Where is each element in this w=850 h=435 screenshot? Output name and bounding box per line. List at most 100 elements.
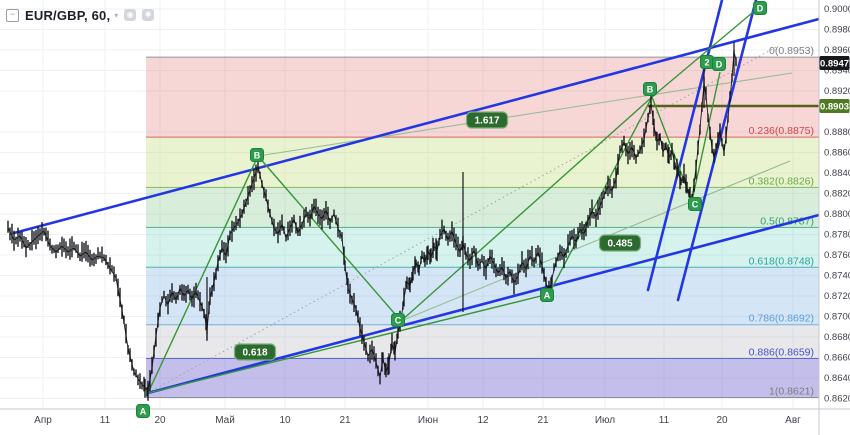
trend-line-blue[interactable] (676, 0, 758, 302)
current-price-label-text: 0.8947 (820, 59, 849, 70)
guide-line[interactable] (257, 72, 793, 157)
ratio-tag-text: 0.618 (242, 348, 267, 359)
marker-box (753, 1, 767, 15)
time-tick-label: 21 (339, 415, 351, 426)
marker-letter: C (395, 316, 402, 326)
time-tick-label: 20 (716, 415, 728, 426)
marker-box (136, 404, 150, 418)
price-axis-area[interactable] (819, 0, 850, 435)
pattern-line-green[interactable] (147, 293, 550, 394)
price-tick-label: 0.8620 (824, 394, 850, 405)
ratio-tag-1.617[interactable]: 1.617 (465, 111, 509, 129)
fib-level-label: 0(0.8953) (769, 45, 814, 57)
marker-letter: B (254, 151, 261, 161)
time-tick-label: 11 (100, 415, 111, 426)
alert-price-label[interactable]: 0.8903 (819, 99, 850, 113)
pattern-marker-A[interactable]: A (540, 288, 554, 302)
alert-price-label-box (819, 99, 850, 113)
time-tick-label: Июн (418, 415, 438, 426)
marker-box (643, 82, 657, 96)
time-tick-label: Апр (34, 415, 52, 426)
pattern-line-green[interactable] (400, 96, 653, 322)
chevron-down-icon[interactable]: ▾ (114, 10, 119, 20)
pattern-marker-2[interactable]: 2 (700, 55, 714, 69)
fib-level-label: 0.886(0.8659) (749, 347, 814, 359)
symbol-legend: − EUR/GBP, 60, ▾ ◉ ✱ (6, 6, 155, 24)
pattern-line-green[interactable] (257, 155, 402, 322)
marker-letter: B (647, 85, 654, 95)
ratio-tag-box (233, 343, 277, 361)
marker-letter: D (757, 4, 764, 14)
fib-band (146, 358, 819, 398)
marker-box (391, 313, 405, 327)
pattern-marker-C[interactable]: C (688, 197, 702, 211)
marker-letter: 2 (704, 58, 709, 68)
pattern-marker-A[interactable]: A (136, 404, 150, 418)
pattern-marker-D[interactable]: D (753, 1, 767, 15)
pattern-line-green[interactable] (651, 7, 759, 98)
pattern-line-green[interactable] (147, 155, 259, 394)
fib-level-label: 0.382(0.8826) (749, 175, 814, 187)
guide-line[interactable] (400, 160, 791, 322)
ratio-tag-box (598, 234, 642, 252)
time-tick-label: 12 (477, 415, 489, 426)
current-price-label[interactable]: 0.8947 (819, 56, 850, 70)
trend-line-blue[interactable] (12, 17, 821, 235)
marker-letter: D (716, 60, 723, 70)
marker-box (688, 197, 702, 211)
pattern-marker-B[interactable]: B (250, 148, 264, 162)
fib-retracement-tool[interactable]: 0(0.8953) 0.236(0.8875) 0.382(0.8826) 0.5(0… (146, 45, 819, 398)
ratio-tag-0.618[interactable]: 0.618 (233, 343, 277, 361)
time-tick-label: Июл (595, 415, 615, 426)
pattern-marker-D[interactable]: D (712, 57, 726, 71)
time-tick-label: Май (215, 415, 235, 426)
ratio-tag-text: 1.617 (474, 116, 499, 127)
time-tick-label: 10 (279, 415, 291, 426)
alert-price-label-text: 0.8903 (820, 102, 849, 113)
fib-level-label: 0.5(0.8787) (760, 215, 814, 227)
fib-level-label: 1(0.8621) (769, 385, 814, 397)
symbol-title[interactable]: EUR/GBP, 60, (25, 7, 111, 23)
marker-box (712, 57, 726, 71)
fib-level-label: 0.618(0.8748) (749, 255, 814, 267)
time-tick-label: 21 (537, 415, 549, 426)
gear-icon[interactable]: ✱ (142, 9, 155, 21)
ratio-tag-text: 0.485 (607, 239, 632, 250)
trend-line-blue[interactable] (146, 213, 821, 395)
time-tick-label: Авг (785, 415, 801, 426)
circle-icon[interactable]: ◉ (124, 9, 137, 21)
pattern-marker-C[interactable]: C (391, 313, 405, 327)
fib-band (146, 267, 819, 325)
marker-box (540, 288, 554, 302)
fib-level-label: 0.236(0.8875) (749, 125, 814, 137)
pattern-line-green[interactable] (548, 96, 653, 295)
fib-band (146, 187, 819, 228)
marker-box (250, 148, 264, 162)
time-tick-label: 11 (659, 415, 670, 426)
candlestick-series (7, 50, 737, 401)
fib-level-label: 0.786(0.8692) (749, 313, 814, 325)
ratio-tag-0.485[interactable]: 0.485 (598, 234, 642, 252)
pattern-marker-B[interactable]: B (643, 82, 657, 96)
current-price-label-box (819, 56, 850, 70)
dotted-trend-line[interactable] (147, 45, 779, 394)
marker-letter: C (692, 200, 699, 210)
collapse-icon[interactable]: − (6, 8, 19, 22)
